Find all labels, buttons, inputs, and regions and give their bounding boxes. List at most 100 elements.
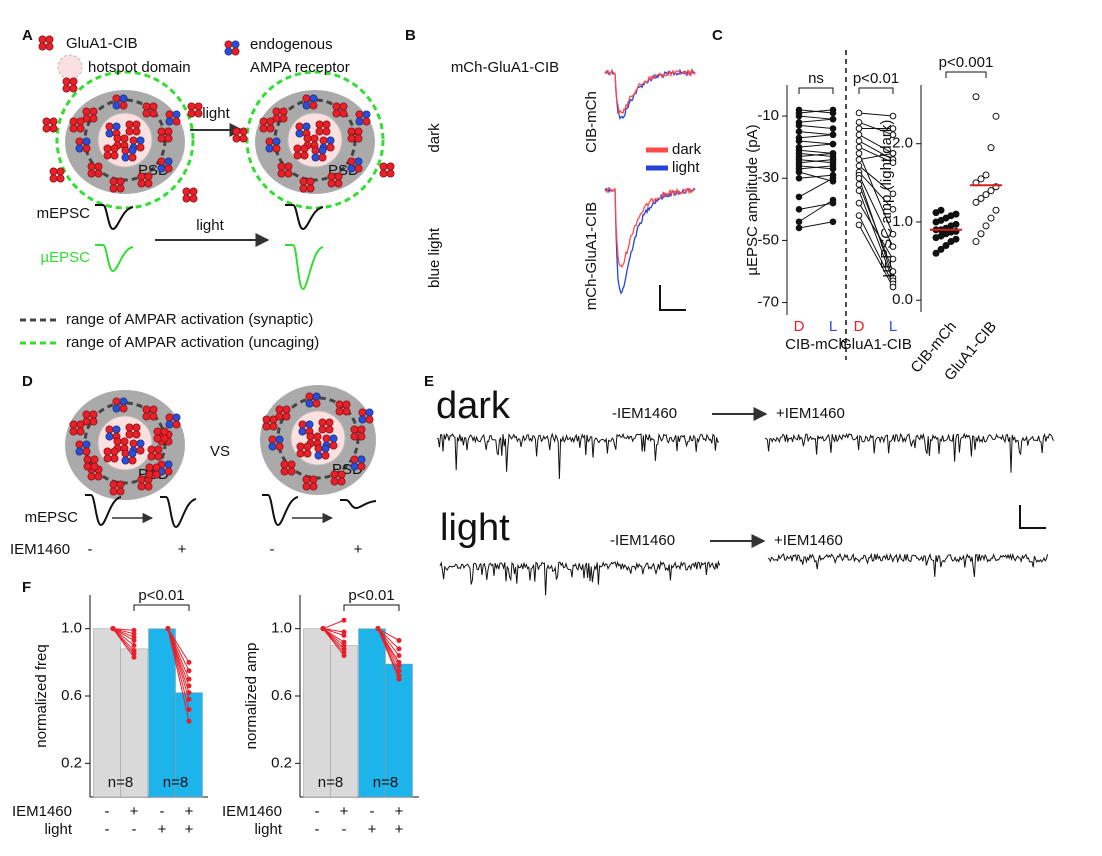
subunit: [386, 169, 395, 178]
subunit: [322, 434, 331, 443]
subunit: [82, 144, 91, 153]
pair-line: [377, 628, 400, 641]
point: [889, 131, 897, 139]
subunit: [110, 144, 119, 153]
subunit: [112, 101, 121, 110]
point: [992, 112, 1000, 120]
subunit: [350, 462, 359, 471]
point: [972, 93, 980, 101]
subunit: [165, 420, 174, 429]
y-tick-label: -70: [757, 294, 779, 311]
subunit: [239, 127, 248, 136]
glua1-cib: [103, 144, 119, 160]
subunit: [87, 169, 96, 178]
subunit: [357, 432, 366, 441]
subunit: [300, 144, 309, 153]
subunit: [284, 162, 293, 171]
ampa-receptor: [121, 146, 137, 162]
subunit: [125, 120, 134, 129]
subunit: [342, 400, 351, 409]
subunit: [132, 423, 141, 432]
pair-line: [858, 215, 894, 285]
point: [186, 706, 192, 712]
subunit: [259, 124, 268, 133]
subunit: [109, 184, 118, 193]
point: [889, 268, 897, 275]
subunit: [87, 472, 96, 481]
y-tick-label: 0.2: [61, 754, 82, 771]
point: [855, 187, 863, 194]
group-label: CIB-mCh: [785, 336, 847, 353]
subunit: [293, 144, 302, 153]
pair-line: [798, 131, 834, 136]
subunit: [132, 430, 141, 439]
pair-line: [167, 628, 190, 663]
subunit: [335, 407, 344, 416]
row-label: IEM1460: [12, 803, 72, 820]
subunit: [329, 441, 338, 450]
pair-line: [798, 174, 834, 179]
subunit: [334, 179, 343, 188]
subunit: [116, 184, 125, 193]
arrow-label: light: [202, 105, 230, 122]
point: [829, 106, 837, 114]
subunit: [269, 422, 278, 431]
pair-line: [798, 143, 834, 148]
subunit: [326, 136, 335, 145]
subunit: [272, 137, 281, 146]
glua1-cib: [113, 437, 129, 453]
subunit: [272, 144, 281, 153]
trace-label: mCh-GluA1-CIB: [583, 202, 600, 310]
subunit: [119, 397, 128, 406]
subunit: [354, 157, 363, 166]
subunit: [172, 110, 181, 119]
subunit: [137, 172, 146, 181]
point: [972, 198, 980, 206]
pair-line: [798, 165, 834, 170]
x-tick-label: D: [794, 318, 805, 335]
subunit: [305, 399, 314, 408]
glua1-cib: [49, 167, 65, 183]
row-label: blue light: [426, 227, 443, 288]
subunit: [194, 102, 203, 111]
pair-line: [858, 140, 894, 161]
trace-label: CIB-mCh: [583, 91, 600, 153]
subunit: [137, 179, 146, 188]
subunit: [266, 124, 275, 133]
trace-label: mEPSC: [25, 509, 79, 526]
subunit: [362, 110, 371, 119]
drug-label: +IEM1460: [776, 405, 845, 422]
point: [341, 617, 347, 623]
glua1-cib: [69, 117, 85, 133]
pair-line: [798, 134, 834, 139]
subunit: [128, 153, 137, 162]
subunit: [262, 415, 271, 424]
subunit: [125, 423, 134, 432]
pair-line: [858, 152, 894, 161]
subunit: [330, 470, 339, 479]
pair-line: [798, 202, 834, 210]
pair-line: [798, 221, 834, 229]
pair-line: [798, 118, 834, 123]
panel-label: B: [405, 27, 416, 44]
point: [972, 238, 980, 246]
pair-line: [798, 109, 834, 114]
point: [186, 668, 192, 674]
ampa-receptor: [75, 440, 91, 456]
subunit: [153, 434, 162, 443]
point: [977, 175, 985, 183]
pair-line: [858, 171, 894, 210]
pair-line: [798, 140, 834, 145]
subunit: [164, 467, 173, 476]
point: [977, 195, 985, 202]
subunit: [315, 127, 324, 136]
subunit: [113, 134, 122, 143]
point: [829, 131, 837, 139]
subunit: [89, 410, 98, 419]
subunit: [142, 102, 151, 111]
subunit: [42, 124, 51, 133]
point: [795, 128, 803, 135]
subunit: [82, 137, 91, 146]
point: [829, 156, 837, 163]
point: [131, 654, 137, 660]
